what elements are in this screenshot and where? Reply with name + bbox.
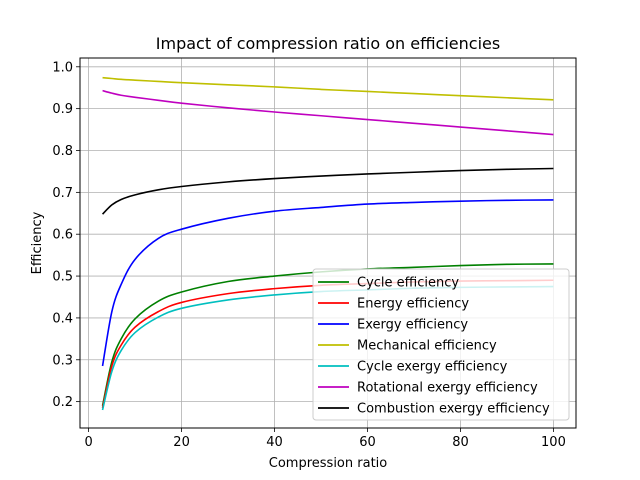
chart-title: Impact of compression ratio on efficienc… [156, 34, 500, 53]
y-tick-label: 0.3 [52, 353, 73, 368]
legend-label: Exergy efficiency [357, 318, 468, 333]
y-tick-label: 0.4 [52, 311, 73, 326]
series-line-mechanical-efficiency [102, 76, 554, 101]
x-tick-label: 20 [173, 435, 190, 450]
legend-label: Cycle efficiency [357, 276, 459, 291]
x-tick-label: 60 [359, 435, 376, 450]
y-tick-label: 1.0 [52, 60, 73, 75]
y-axis-title: Efficiency [30, 211, 45, 274]
series-line-cycle-efficiency [101, 263, 554, 406]
legend-label: Mechanical efficiency [357, 339, 497, 354]
series-line-combustion-exergy-efficiency [101, 167, 554, 215]
axis-ticks: 0 20 40 60 80 100 0.2 0.3 0.4 0.5 0.6 0.7 0.8 0.9 1.0 [52, 60, 566, 450]
legend-label: Combustion exergy efficiency [357, 402, 550, 417]
y-tick-label: 0.6 [52, 228, 73, 243]
legend-label: Rotational exergy efficiency [357, 381, 538, 396]
legend-label: Energy efficiency [357, 297, 469, 312]
series-line-rotational-exergy-efficiency [102, 89, 554, 136]
y-tick-label: 0.9 [52, 102, 73, 117]
y-tick-label: 0.8 [52, 144, 73, 159]
x-tick-label: 40 [266, 435, 283, 450]
series-line-exergy-efficiency [101, 199, 554, 367]
x-tick-label: 100 [541, 435, 566, 450]
legend: Cycle efficiency Energy efficiency Exergy … [312, 268, 570, 421]
y-tick-label: 0.2 [52, 395, 73, 410]
y-tick-label: 0.7 [52, 186, 73, 201]
x-axis-title: Compression ratio [269, 456, 388, 471]
x-tick-label: 80 [452, 435, 469, 450]
legend-box [312, 268, 570, 421]
y-tick-label: 0.5 [52, 270, 73, 285]
plot-frame [79, 57, 577, 429]
x-tick-label: 0 [84, 435, 92, 450]
legend-label: Cycle exergy efficiency [357, 360, 508, 375]
